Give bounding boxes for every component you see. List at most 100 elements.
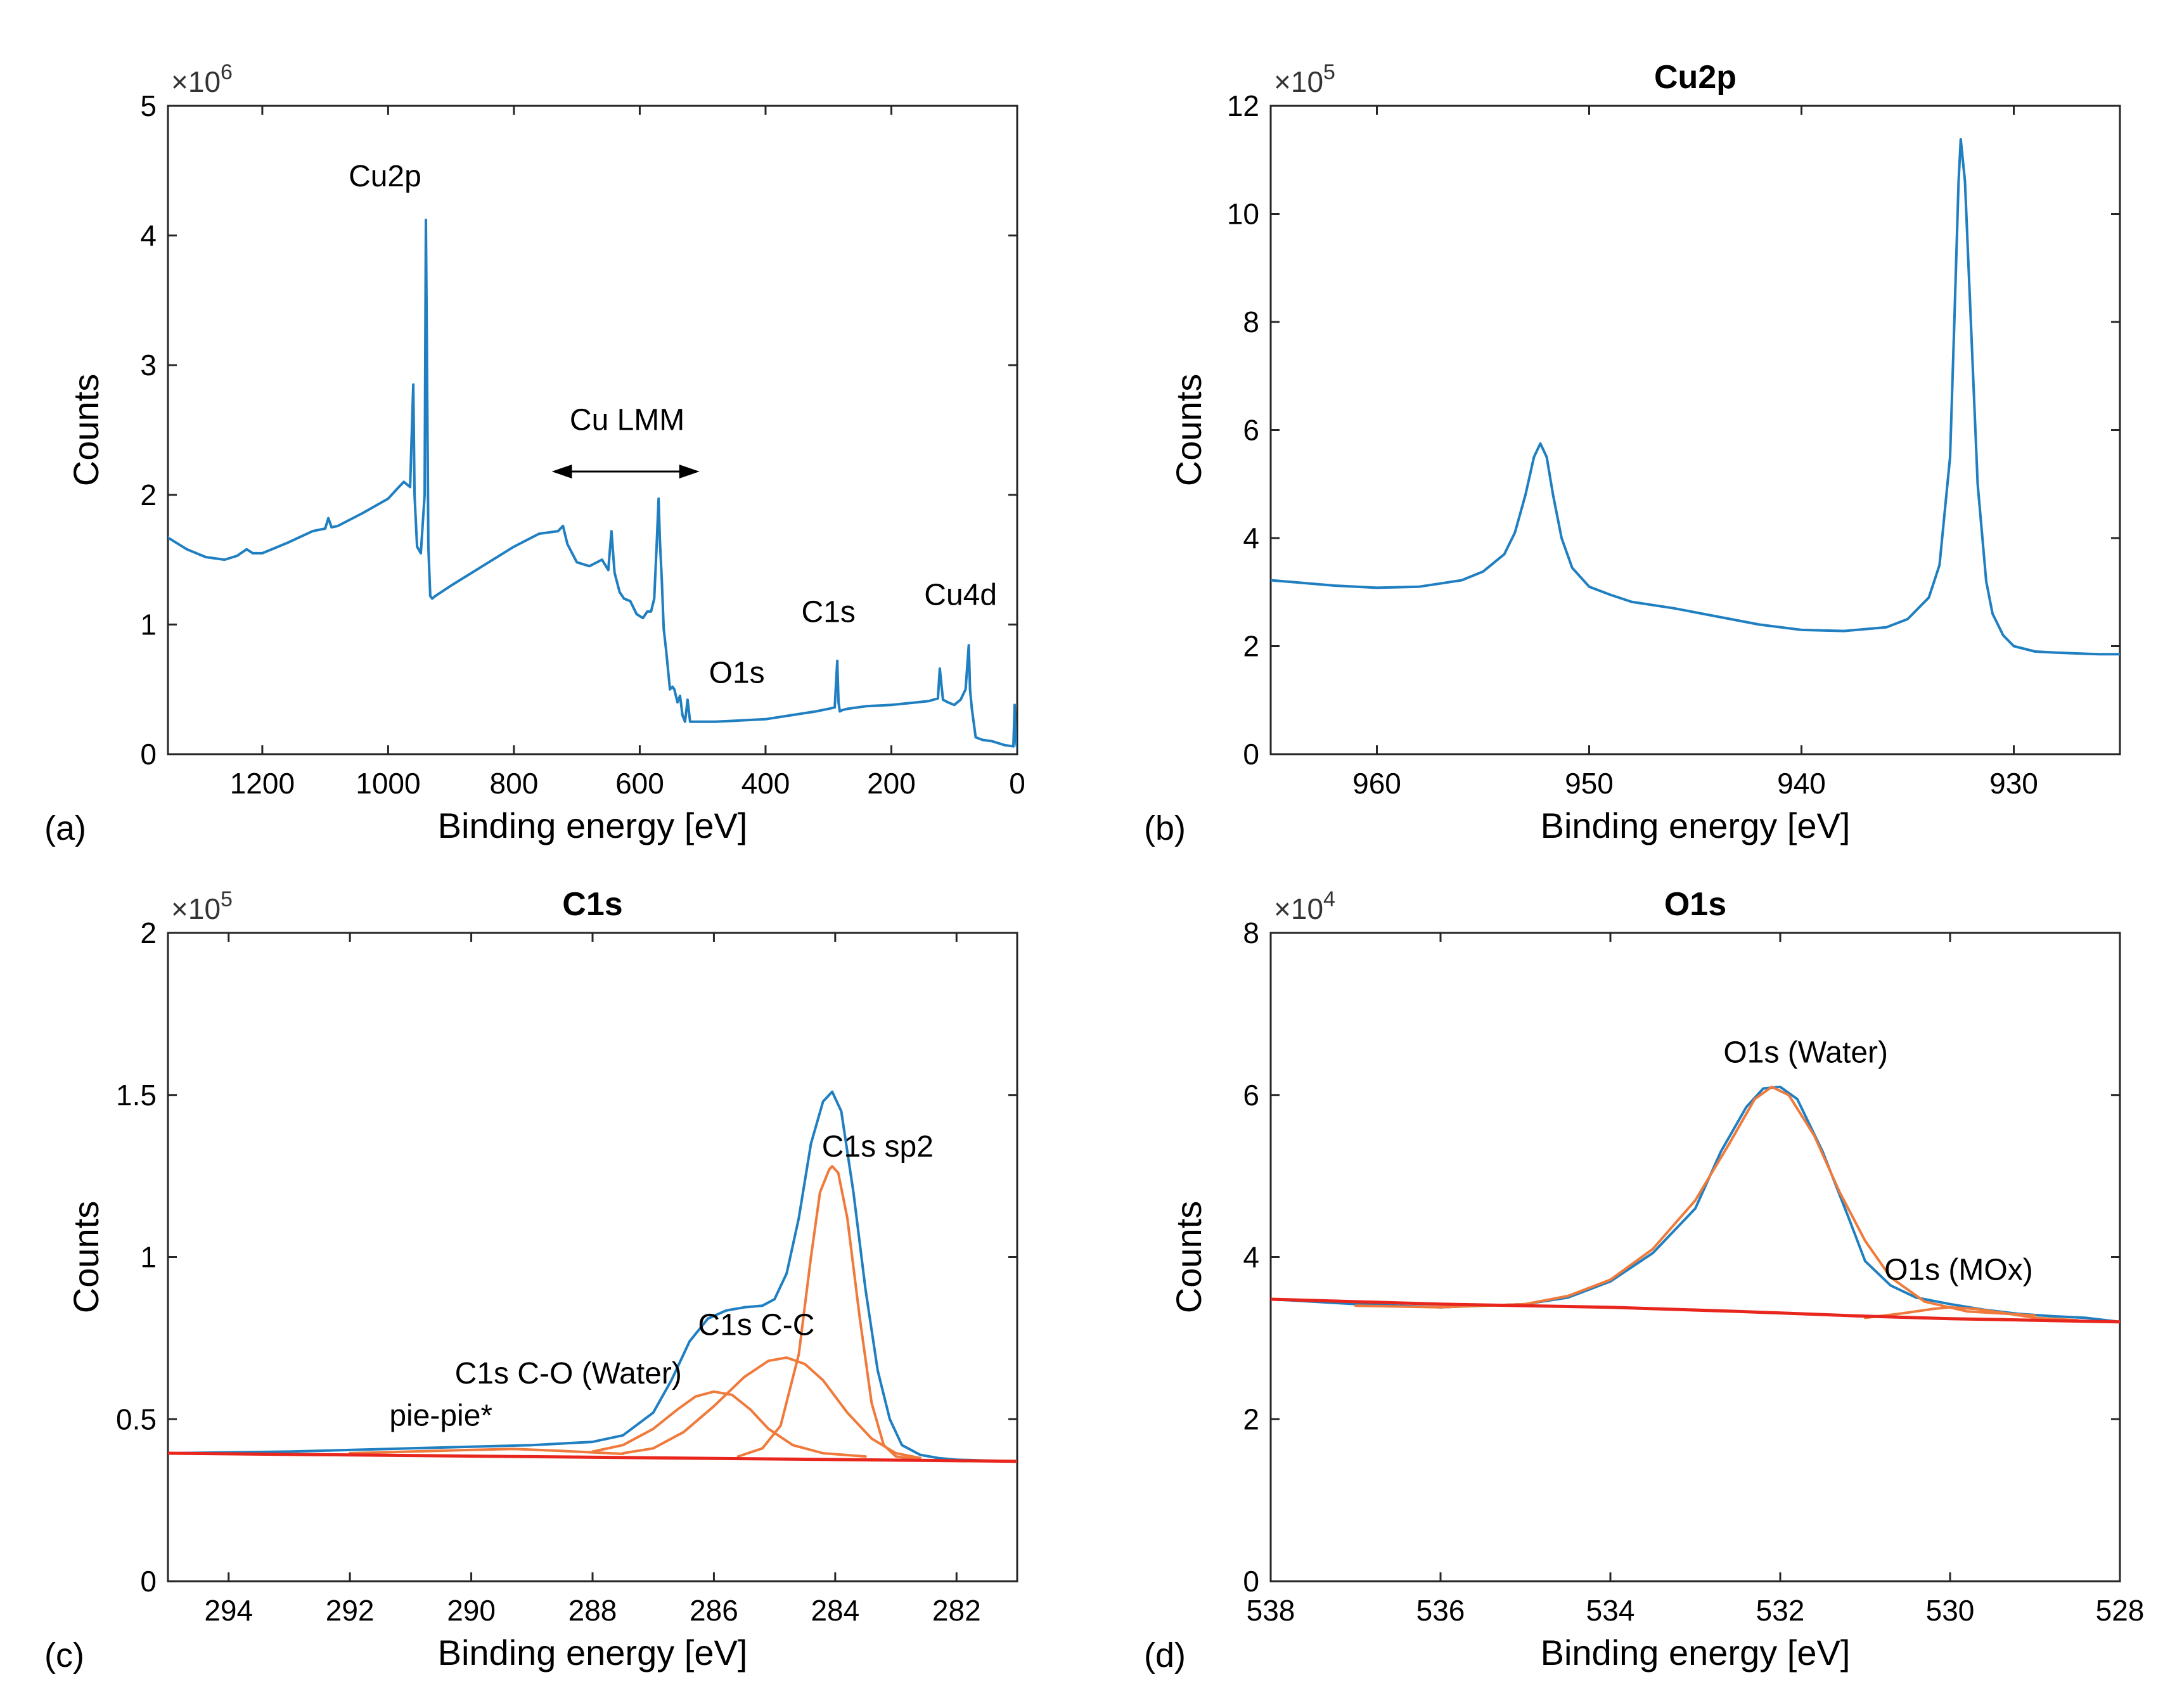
series-line-o1s-water [1354, 1086, 2036, 1317]
panel-label: (a) [44, 809, 86, 847]
x-axis-label: Binding energy [eV] [1541, 1633, 1851, 1673]
y-multiplier: ×106 [171, 60, 233, 98]
peak-annotation: C1s C-O (Water) [455, 1357, 682, 1390]
peak-annotation: O1s (MOx) [1884, 1253, 2033, 1287]
x-tick-label: 530 [1926, 1594, 1975, 1627]
chart-panel-3: 294 292 290 288 286 284 282 0 0.5 1 1.5 2 ×105 Bindin… [44, 886, 1018, 1674]
peak-annotation: C1s [802, 595, 856, 629]
plot-frame [167, 105, 1018, 755]
y-tick-label: 0 [140, 738, 157, 771]
y-tick-label: 2 [1243, 1403, 1259, 1435]
peak-annotation: C1s C-C [698, 1308, 814, 1342]
x-tick-label: 294 [204, 1594, 253, 1627]
x-tick-label: 400 [742, 767, 790, 800]
x-tick-label: 534 [1586, 1594, 1635, 1627]
y-tick-label: 3 [140, 349, 157, 382]
x-tick-label: 960 [1352, 767, 1401, 800]
y-tick-label: 0 [1243, 738, 1259, 771]
y-tick-label: 2 [1243, 630, 1259, 663]
y-axis-label: Counts [1169, 374, 1209, 486]
x-tick-label: 930 [1989, 767, 2038, 800]
peak-annotation: O1s [709, 656, 765, 690]
series-line-survey-spectrum [168, 219, 1017, 749]
series-line-measured [168, 1090, 1017, 1463]
y-tick-label: 2 [140, 916, 157, 949]
x-tick-label: 1000 [356, 767, 420, 800]
y-axis-label: Counts [66, 1201, 106, 1313]
y-tick-label: 0 [140, 1565, 157, 1598]
series-line-cu2p-spectrum [1271, 138, 2120, 656]
y-tick-label: 8 [1243, 916, 1259, 949]
y-tick-label: 6 [1243, 414, 1259, 447]
x-tick-label: 200 [867, 767, 916, 800]
x-tick-label: 282 [932, 1594, 981, 1627]
x-tick-label: 950 [1565, 767, 1614, 800]
peak-annotation: O1s (Water) [1723, 1036, 1888, 1070]
y-multiplier: ×105 [171, 887, 233, 925]
x-axis-label: Binding energy [eV] [1541, 806, 1851, 845]
y-tick-label: 12 [1227, 89, 1259, 122]
y-tick-label: 1 [140, 608, 157, 641]
series-line-background [168, 1451, 1017, 1463]
x-tick-label: 290 [447, 1594, 496, 1627]
x-tick-label: 538 [1247, 1594, 1295, 1627]
plot-frame [1269, 105, 2121, 755]
x-tick-label: 536 [1416, 1594, 1465, 1627]
y-tick-label: 8 [1243, 305, 1259, 338]
series-line-c1s-c-c [621, 1356, 921, 1460]
chart-panel-2: 960 950 940 930 0 2 4 6 8 10 12 ×105 Binding energy … [1144, 59, 2121, 847]
y-tick-label: 4 [1243, 1241, 1259, 1274]
series-line-pie-pie [349, 1448, 624, 1455]
y-tick-label: 6 [1243, 1079, 1259, 1112]
series-group [168, 1090, 1017, 1463]
panel-label: (b) [1144, 809, 1186, 847]
y-tick-label: 0 [1243, 1565, 1259, 1598]
y-tick-label: 1.5 [116, 1079, 157, 1112]
y-tick-label: 1 [140, 1241, 157, 1274]
y-tick-label: 2 [140, 478, 157, 511]
y-multiplier: ×105 [1274, 60, 1335, 98]
peak-annotation: Cu LMM [570, 404, 684, 437]
y-tick-label: 4 [1243, 522, 1259, 555]
chart-title: Cu2p [1654, 59, 1737, 96]
x-axis-label: Binding energy [eV] [438, 806, 748, 845]
series-line-c1s-c-o-water [591, 1390, 867, 1458]
series-group [1271, 138, 2120, 656]
x-tick-label: 292 [326, 1594, 375, 1627]
y-axis-label: Counts [66, 374, 106, 486]
y-tick-label: 0.5 [116, 1403, 157, 1435]
series-group [1271, 1086, 2120, 1324]
chart-title: O1s [1664, 886, 1726, 923]
x-tick-label: 284 [811, 1594, 859, 1627]
y-axis-label: Counts [1169, 1201, 1209, 1313]
series-line-c1s-sp2 [736, 1165, 921, 1461]
series-line-o1s-mox [1864, 1306, 2079, 1322]
chart-panel-4: 538 536 534 532 530 528 0 2 4 6 8 ×104 Binding energ… [1144, 886, 2144, 1674]
x-tick-label: 1200 [230, 767, 295, 800]
x-tick-label: 532 [1756, 1594, 1805, 1627]
x-tick-label: 288 [568, 1594, 617, 1627]
x-tick-label: 940 [1777, 767, 1826, 800]
plot-frame [167, 932, 1018, 1583]
peak-annotation: pie-pie* [389, 1399, 492, 1432]
chart-panel-1: 1200 1000 800 600 400 200 0 0 1 2 3 4 5 ×106 Binding e… [44, 60, 1025, 847]
y-tick-label: 10 [1227, 198, 1259, 231]
y-tick-label: 4 [140, 219, 157, 252]
peak-annotation: Cu2p [349, 160, 421, 193]
x-tick-label: 286 [690, 1594, 738, 1627]
x-tick-label: 800 [490, 767, 539, 800]
series-line-background [1271, 1297, 2120, 1324]
x-tick-label: 0 [1009, 767, 1025, 800]
x-tick-label: 600 [615, 767, 664, 800]
panel-label: (c) [44, 1636, 84, 1674]
peak-annotation: Cu4d [924, 579, 997, 612]
x-tick-label: 528 [2096, 1594, 2145, 1627]
chart-title: C1s [562, 886, 622, 923]
y-multiplier: ×104 [1274, 887, 1335, 925]
double-arrow [551, 464, 700, 478]
x-axis-label: Binding energy [eV] [438, 1633, 748, 1673]
series-group [168, 219, 1017, 749]
peak-annotation: C1s sp2 [822, 1130, 934, 1164]
panel-label: (d) [1144, 1636, 1186, 1674]
